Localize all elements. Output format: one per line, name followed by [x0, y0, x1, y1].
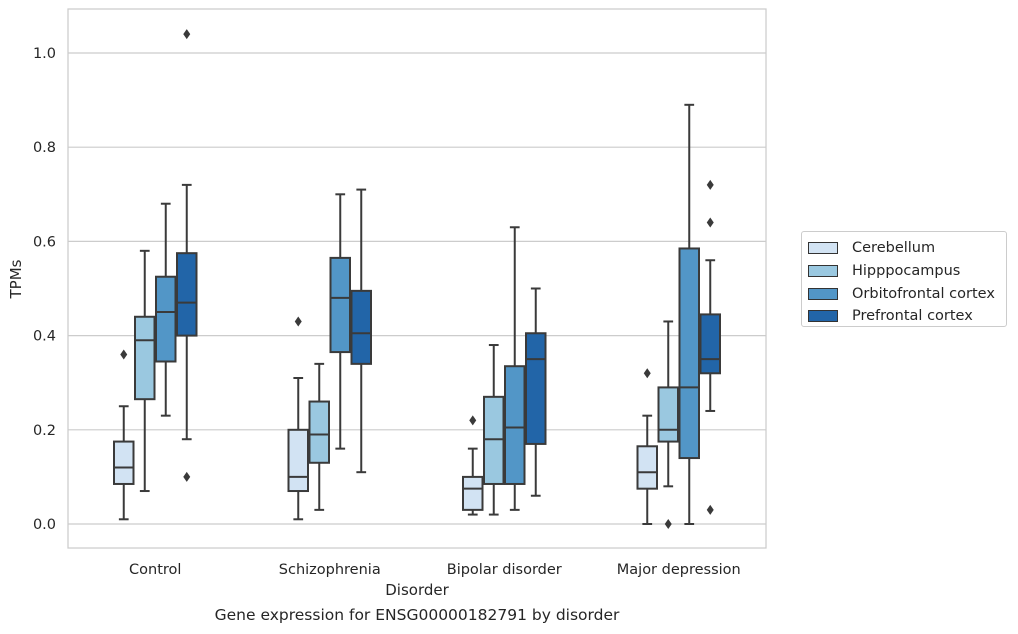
legend-item-orbitofrontal: Orbitofrontal cortex	[808, 282, 1006, 305]
outlier-point	[706, 217, 714, 228]
box-iqr	[636, 445, 658, 490]
y-tick-label: 0.0	[33, 517, 56, 533]
legend-swatch-prefrontal	[808, 310, 838, 323]
plot-frame	[67, 8, 767, 549]
legend: Cerebellum Hipppocampus Orbitofrontal co…	[801, 231, 1007, 327]
y-tick-label: 0.4	[33, 329, 56, 345]
box-iqr	[329, 256, 351, 354]
legend-swatch-hippocampus	[808, 265, 838, 278]
y-axis-label: TPMs	[7, 259, 25, 299]
y-tick-label: 1.0	[33, 46, 56, 62]
boxes-group	[113, 29, 721, 529]
box-iqr	[657, 386, 679, 443]
legend-label: Prefrontal cortex	[852, 308, 973, 325]
legend-item-hippocampus: Hipppocampus	[808, 260, 1006, 283]
box-iqr	[155, 275, 177, 363]
x-tick-label: Schizophrenia	[279, 562, 381, 578]
box-iqr	[134, 315, 156, 401]
box-iqr	[287, 428, 309, 493]
outlier-point	[183, 471, 191, 482]
box-iqr	[308, 400, 330, 464]
box-iqr	[699, 313, 721, 375]
legend-swatch-orbitofrontal	[808, 287, 838, 300]
outlier-point	[664, 519, 672, 529]
y-tick-labels: 0.0 0.2 0.4 0.6 0.8 1.0	[33, 46, 56, 533]
outlier-point	[706, 504, 714, 515]
box-iqr	[176, 252, 198, 337]
legend-item-cerebellum: Cerebellum	[808, 237, 1006, 260]
outlier-point	[120, 349, 128, 360]
x-axis-label: Disorder	[385, 581, 449, 599]
outlier-point	[469, 415, 477, 426]
legend-item-prefrontal: Prefrontal cortex	[808, 305, 1006, 328]
x-tick-labels: Control Schizophrenia Bipolar disorder Majo…	[129, 562, 741, 578]
box-iqr	[350, 289, 372, 365]
outlier-point	[643, 368, 651, 379]
x-tick-label: Bipolar disorder	[447, 562, 562, 578]
outlier-point	[183, 29, 191, 40]
legend-label: Orbitofrontal cortex	[852, 285, 995, 302]
outlier-point	[706, 179, 714, 190]
box-iqr	[483, 395, 505, 485]
chart-caption: Gene expression for ENSG00000182791 by d…	[214, 606, 620, 624]
y-tick-label: 0.8	[33, 140, 56, 156]
x-tick-label: Major depression	[617, 562, 741, 578]
box-iqr	[462, 475, 484, 511]
box-iqr	[504, 365, 526, 485]
x-tick-label: Control	[129, 562, 181, 578]
box-iqr	[113, 440, 135, 485]
legend-label: Cerebellum	[852, 240, 936, 257]
y-tick-label: 0.6	[33, 234, 56, 250]
box-iqr	[525, 332, 547, 445]
box-iqr	[678, 247, 700, 460]
legend-label: Hipppocampus	[852, 263, 961, 280]
outlier-point	[294, 316, 302, 327]
legend-swatch-cerebellum	[808, 242, 838, 255]
y-tick-label: 0.2	[33, 423, 56, 439]
